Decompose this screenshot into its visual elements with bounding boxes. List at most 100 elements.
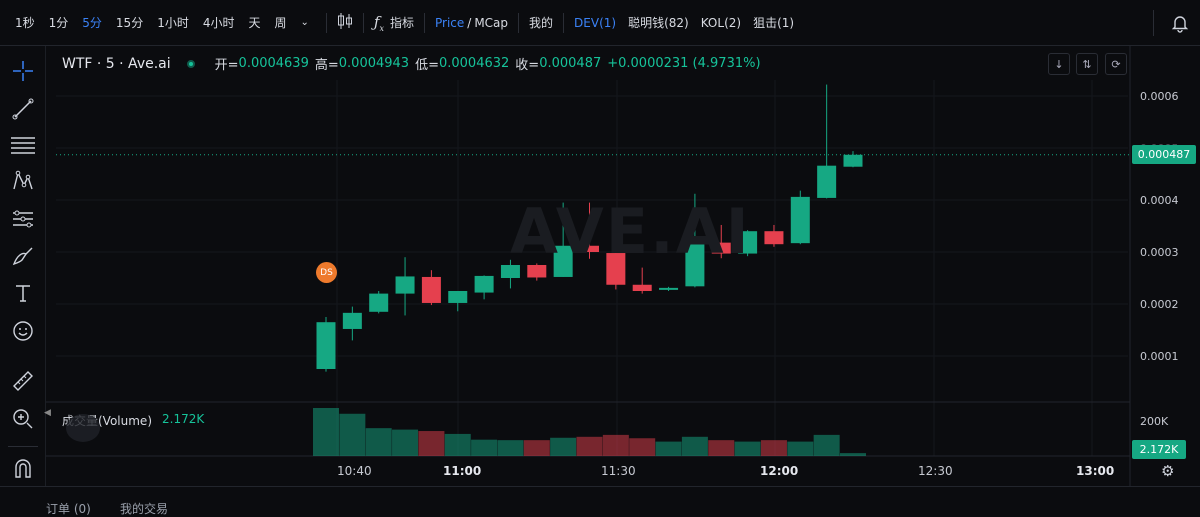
candle <box>659 286 679 291</box>
symbol-title[interactable]: WTF · 5 · Ave.ai <box>62 55 171 72</box>
volume-bar <box>655 441 682 456</box>
horizontal-lines-icon[interactable] <box>8 130 38 160</box>
candle-body <box>659 287 679 290</box>
bottom-tabs: 订单 (0) 我的交易 <box>0 486 1200 516</box>
time-tick: 10:40 <box>337 464 372 478</box>
price-tick: 0.0001 <box>1140 350 1179 363</box>
fib-icon[interactable] <box>8 204 38 234</box>
watermark: AVE.AI <box>510 195 751 268</box>
mcap-toggle[interactable]: MCap <box>474 15 509 30</box>
candle-body <box>342 312 362 329</box>
price-mcap-toggle[interactable]: Price / MCap <box>435 16 508 30</box>
candle-body <box>395 276 415 294</box>
candle-body <box>632 284 652 291</box>
candle <box>685 193 705 288</box>
candle-body <box>500 265 520 278</box>
candle <box>738 230 758 257</box>
pattern-icon[interactable] <box>8 166 38 196</box>
timeframe-1h[interactable]: 1小时 <box>157 16 189 30</box>
ohlc-legend: WTF · 5 · Ave.ai 开= 0.0004639 高= 0.0004943… <box>62 54 761 74</box>
drawing-toolbar: ◀ <box>0 46 51 486</box>
divider <box>518 12 520 33</box>
collapse-icon[interactable]: ⇅ <box>1076 53 1098 75</box>
volume-bar <box>418 431 445 456</box>
volume-bar <box>708 440 735 456</box>
slash: / <box>467 15 472 30</box>
expand-arrow-icon[interactable]: ◀ <box>44 408 51 418</box>
ruler-icon[interactable] <box>8 366 38 396</box>
download-icon[interactable]: ↓ <box>1048 53 1070 75</box>
volume-bar <box>840 453 866 456</box>
open-label: 开= <box>214 58 239 73</box>
low-value: 0.0004632 <box>438 56 510 71</box>
time-tick: 12:30 <box>918 464 953 478</box>
volume-bar <box>523 440 550 456</box>
timeframe-1w[interactable]: 周 <box>274 16 287 30</box>
volume-bar <box>602 434 629 456</box>
snipe-button[interactable]: 狙击(1) <box>753 16 795 30</box>
candle-type-icon[interactable] <box>337 12 353 33</box>
candle <box>500 259 520 289</box>
brush-icon[interactable] <box>8 241 38 271</box>
text-icon[interactable] <box>8 278 38 308</box>
timeframe-4h[interactable]: 4小时 <box>202 16 235 30</box>
volume-bar <box>339 413 366 456</box>
candle <box>421 270 441 306</box>
kol-button[interactable]: KOL(2) <box>700 15 742 30</box>
emoji-icon[interactable] <box>8 316 38 346</box>
timeframe-5m[interactable]: 5分 <box>82 16 102 30</box>
volume-last-tag: 2.172K <box>1132 440 1186 459</box>
divider <box>8 446 38 447</box>
price-toggle[interactable]: Price <box>435 15 465 30</box>
candle-body <box>369 293 389 312</box>
timeframe-15m[interactable]: 15分 <box>115 16 144 30</box>
candle-body <box>685 242 705 287</box>
bell-icon[interactable] <box>1170 13 1190 36</box>
price-tick: 0.0003 <box>1140 246 1179 259</box>
crosshair-icon[interactable] <box>8 56 38 86</box>
high-label: 高= <box>314 58 339 73</box>
candle-body <box>553 245 573 277</box>
candle-body <box>527 265 547 278</box>
volume-bar <box>365 428 392 456</box>
last-price-tag: 0.000487 <box>1132 145 1196 164</box>
zoom-in-icon[interactable] <box>8 404 38 434</box>
timeframe-dropdown-icon[interactable]: ⌄ <box>300 17 309 28</box>
time-tick: 12:00 <box>760 464 799 478</box>
top-toolbar: 1秒 1分 5分 15分 1小时 4小时 天 周 ⌄ ƒx 指标 Price /… <box>0 0 1200 46</box>
divider <box>563 12 565 33</box>
tab-my-trades[interactable]: 我的交易 <box>120 502 169 516</box>
volume-bar <box>734 441 761 456</box>
timeframe-1d[interactable]: 天 <box>248 16 261 30</box>
volume-settings-icon[interactable] <box>66 414 100 442</box>
magnet-icon[interactable] <box>8 454 38 484</box>
time-tick: 11:30 <box>601 464 636 478</box>
volume-bar <box>550 437 577 456</box>
candlestick-chart[interactable] <box>46 46 1200 486</box>
close-label: 收= <box>515 58 540 73</box>
volume-bar <box>576 436 603 456</box>
divider <box>325 12 327 33</box>
change-value: +0.0000231 (4.9731%) <box>607 56 761 71</box>
indicators-button[interactable]: ƒx 指标 <box>374 13 414 33</box>
refresh-icon[interactable]: ⟳ <box>1105 53 1127 75</box>
mine-button[interactable]: 我的 <box>529 16 554 30</box>
dev-sell-marker[interactable]: DS <box>316 262 337 283</box>
candle <box>790 190 810 245</box>
volume-bar <box>760 440 787 456</box>
candle <box>606 253 626 290</box>
smart-money-button[interactable]: 聪明钱(82) <box>628 16 689 30</box>
candle <box>632 267 652 294</box>
close-value: 0.000487 <box>539 56 602 71</box>
tab-orders[interactable]: 订单 (0) <box>46 502 91 516</box>
indicators-label: 指标 <box>389 16 414 30</box>
timeframe-1m[interactable]: 1分 <box>48 16 69 30</box>
time-tick: 11:00 <box>443 464 482 478</box>
timeframe-1s[interactable]: 1秒 <box>15 16 35 30</box>
dev-button[interactable]: DEV(1) <box>574 15 617 30</box>
trend-line-icon[interactable] <box>8 94 38 124</box>
volume-bar <box>471 439 498 456</box>
candle <box>369 291 389 314</box>
status-dot-icon <box>186 59 195 68</box>
axis-settings-icon[interactable]: ⚙ <box>1161 462 1175 480</box>
